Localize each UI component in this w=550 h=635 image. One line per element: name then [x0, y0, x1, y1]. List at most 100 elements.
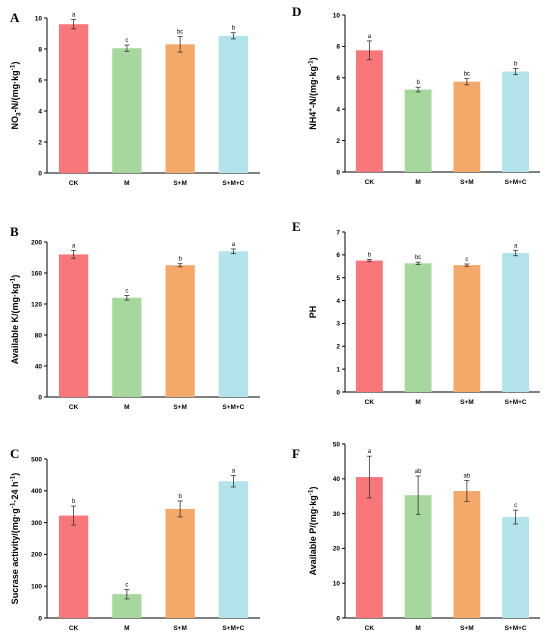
y-axis-label-part: ): [308, 487, 318, 490]
y-axis-label-part: Available P/(mg·kg: [308, 495, 318, 575]
bar: [112, 48, 142, 173]
y-axis-label-part: 3: [16, 112, 23, 116]
x-tick-label: M: [415, 625, 420, 632]
y-tick-label: 0: [38, 615, 42, 622]
chart-panel-e: E 0 1 2 3 4 5 6 7 b CK bc Mc S+M a S+M+C PH: [292, 219, 540, 406]
significance-letter: b: [178, 494, 182, 500]
bar: [112, 594, 142, 618]
y-tick-label: 1: [336, 366, 340, 373]
x-tick-label: S+M: [173, 404, 187, 411]
y-axis-label: NH4+-N/(mg·kg-1): [308, 57, 319, 130]
y-axis-label-part: -N/(mg·kg: [308, 66, 318, 108]
x-tick-label: CK: [365, 399, 375, 406]
y-axis-label-part: ·24 h: [10, 481, 20, 502]
bar: [453, 81, 481, 172]
bar: [165, 508, 195, 618]
bar: [453, 265, 481, 392]
y-axis-label-part: -N/(mg·kg: [10, 70, 20, 112]
significance-letter: bc: [177, 30, 183, 36]
bar: [58, 254, 89, 397]
bar: [404, 263, 432, 392]
x-tick-label: CK: [365, 625, 375, 632]
x-tick-label: M: [415, 399, 420, 406]
y-tick-label: 50: [333, 441, 341, 448]
y-axis-label-part: -1: [308, 489, 315, 495]
y-tick-label: 6: [336, 252, 340, 259]
y-axis-label: Sucrase activity/(mg·g-1·24 h-1): [10, 473, 21, 605]
y-tick-label: 4: [38, 108, 42, 115]
panel-letter: C: [10, 446, 19, 461]
bar: [165, 44, 195, 173]
y-tick-label: 2: [336, 138, 340, 145]
x-tick-label: CK: [69, 404, 79, 411]
x-tick-label: CK: [69, 625, 79, 632]
y-tick-label: 30: [333, 511, 341, 518]
y-tick-label: 10: [35, 15, 43, 22]
y-tick-label: 400: [31, 488, 42, 495]
y-tick-label: 3: [336, 321, 340, 328]
y-tick-label: 160: [31, 270, 42, 277]
y-tick-label: 120: [31, 301, 42, 308]
x-tick-label: S+M: [460, 399, 474, 406]
significance-letter: c: [465, 257, 468, 263]
y-axis-label-part: +: [308, 108, 315, 112]
y-tick-label: 8: [336, 44, 340, 51]
panel-letter: B: [10, 224, 19, 239]
bar: [355, 50, 383, 173]
x-tick-label: S+M+C: [222, 180, 244, 187]
bar: [453, 490, 481, 618]
y-tick-label: 0: [336, 169, 340, 176]
y-axis-label: Available P/(mg·kg-1): [308, 487, 319, 576]
chart-panel-a: A 0 2 4 6 8 10 a CK c Mbc S+M b S+M+C NO3-N/(mg·kg-1): [10, 10, 260, 187]
y-axis-label: Available K/(mg·kg-1): [10, 275, 21, 364]
bar: [58, 515, 89, 618]
significance-letter: a: [232, 242, 236, 248]
x-tick-label: CK: [69, 180, 79, 187]
y-axis-label-part: NH4: [308, 112, 318, 130]
y-tick-label: 20: [333, 546, 341, 553]
y-axis-label: PH: [308, 306, 318, 319]
x-tick-label: S+M+C: [222, 625, 244, 632]
x-tick-label: S+M: [173, 180, 187, 187]
y-tick-label: 4: [336, 107, 340, 114]
y-axis-label-part: ): [10, 473, 20, 476]
y-tick-label: 500: [31, 456, 42, 463]
bar: [218, 481, 249, 618]
significance-letter: c: [514, 503, 517, 509]
x-tick-label: M: [124, 625, 129, 632]
significance-letter: ab: [464, 474, 471, 480]
x-tick-label: M: [124, 404, 129, 411]
y-axis-label-part: NO: [10, 116, 20, 130]
y-tick-label: 0: [38, 170, 42, 177]
y-tick-label: 40: [35, 363, 43, 370]
y-axis-label-part: -1: [10, 502, 17, 508]
panel-letter: A: [10, 10, 20, 25]
bar: [404, 89, 432, 172]
y-tick-label: 4: [336, 298, 340, 305]
y-axis-label-part: Sucrase activity/(mg·g: [10, 508, 20, 604]
bar: [404, 495, 432, 618]
bar: [218, 251, 249, 397]
y-tick-label: 200: [31, 239, 42, 246]
significance-letter: a: [368, 449, 372, 455]
significance-letter: a: [514, 243, 518, 249]
bar: [502, 71, 530, 172]
y-axis-label-part: -1: [308, 60, 315, 66]
chart-panel-b: B 0 40 80 120 160 200 a CK c Mb S+M a S+M+C Available …: [10, 224, 260, 411]
significance-letter: ab: [415, 469, 422, 475]
y-axis-label-part: ): [10, 62, 20, 65]
x-tick-label: S+M+C: [505, 625, 527, 632]
significance-letter: a: [368, 34, 372, 40]
x-tick-label: S+M+C: [505, 399, 527, 406]
significance-letter: c: [125, 288, 128, 294]
bar: [165, 265, 195, 397]
x-tick-label: S+M+C: [222, 404, 244, 411]
y-tick-label: 10: [333, 581, 341, 588]
y-axis-label-part: ): [308, 57, 318, 60]
bar: [355, 260, 383, 392]
y-tick-label: 6: [38, 77, 42, 84]
x-tick-label: S+M: [460, 179, 474, 186]
significance-letter: b: [72, 499, 76, 505]
bar: [218, 35, 249, 174]
